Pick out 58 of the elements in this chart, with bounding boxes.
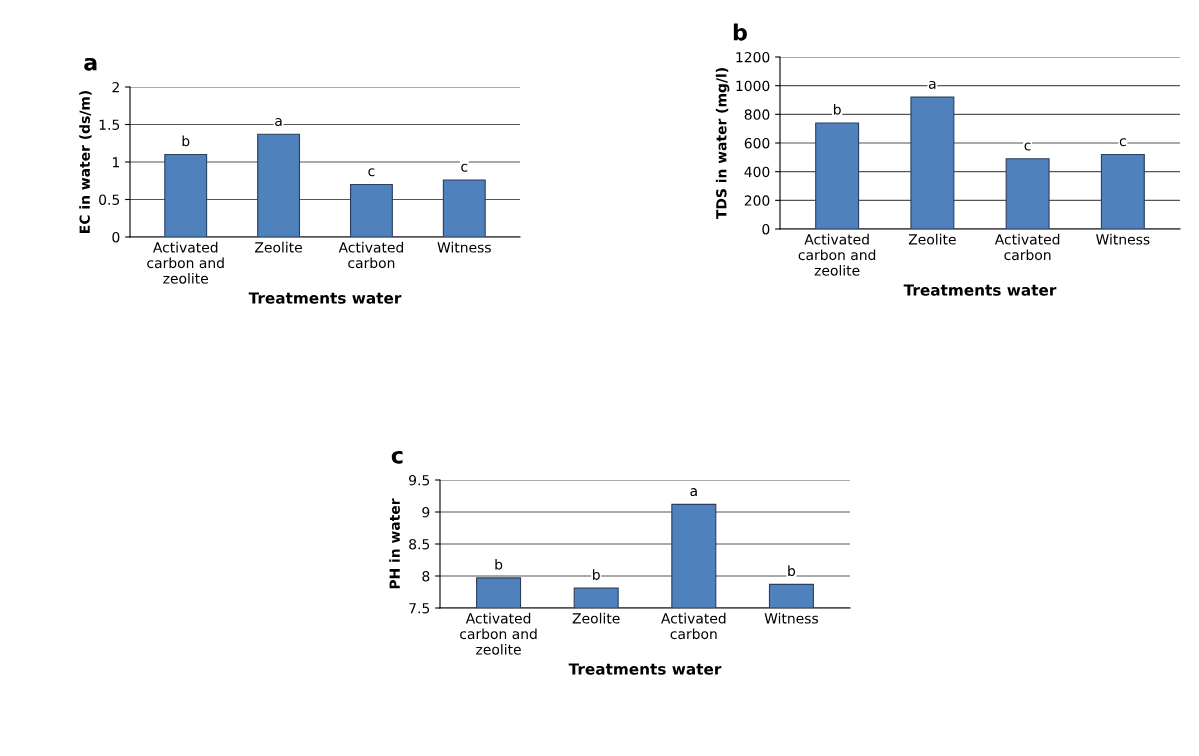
y-tick-label: 0.5 — [99, 194, 120, 205]
x-tick-label: Zeolite — [572, 612, 620, 624]
bar — [1100, 153, 1145, 229]
x-tick-label: Activated carbon and zeolite — [460, 612, 537, 655]
x-tick-label: Activated carbon — [661, 612, 726, 640]
y-tick-label: 0 — [112, 231, 120, 243]
y-tick-label: 1 — [112, 157, 119, 168]
chart-title: a — [84, 57, 97, 71]
bar — [815, 122, 860, 229]
annotation: b — [834, 103, 841, 115]
bar — [164, 153, 208, 237]
bar — [349, 183, 393, 237]
annotation: b — [495, 558, 503, 570]
annotation: c — [461, 163, 468, 172]
y-tick-label: 2 — [112, 81, 119, 93]
x-tick-label: Witness — [764, 612, 819, 624]
annotation: c — [1119, 138, 1126, 147]
x-tick-label: Zeolite — [908, 233, 956, 245]
y-tick-label: 9 — [422, 506, 430, 518]
y-tick-label: 1.5 — [99, 119, 120, 130]
y-tick-label: 600 — [744, 137, 770, 149]
y-axis-title: PH in water — [389, 498, 400, 589]
annotation: c — [1024, 142, 1031, 151]
x-axis-title: Treatments water — [248, 292, 402, 304]
y-tick-label: 400 — [744, 166, 770, 178]
bar — [910, 96, 955, 229]
bar — [1005, 158, 1050, 229]
annotation: b — [182, 135, 190, 147]
bar — [442, 179, 486, 237]
x-tick-label: Activated carbon and zeolite — [147, 241, 224, 284]
y-tick-label: 800 — [744, 109, 770, 120]
y-tick-label: 1200 — [736, 51, 770, 63]
x-tick-label: Witness — [437, 241, 491, 253]
y-tick-label: 9.5 — [409, 474, 430, 486]
chart-title: b — [733, 23, 747, 41]
x-tick-label: Activated carbon — [338, 241, 404, 269]
y-tick-label: 7.5 — [409, 603, 430, 614]
annotation: a — [690, 488, 697, 497]
y-tick-label: 8 — [422, 570, 430, 582]
y-axis-title: TDS in water (mg/l) — [715, 68, 730, 220]
annotation: a — [928, 80, 936, 89]
x-tick-label: Witness — [1096, 233, 1150, 245]
x-axis-title: Treatments water — [568, 663, 722, 675]
y-tick-label: 200 — [744, 195, 770, 206]
y-tick-label: 0 — [762, 223, 770, 235]
x-tick-label: Activated carbon and zeolite — [798, 233, 876, 276]
annotation: c — [368, 168, 375, 177]
annotation: a — [275, 118, 282, 126]
y-axis-title: EC in water (ds/m) — [79, 91, 92, 233]
y-tick-label: 8.5 — [409, 538, 430, 550]
x-tick-label: Activated carbon — [994, 233, 1060, 261]
bar — [257, 133, 301, 237]
x-tick-label: Zeolite — [255, 241, 302, 253]
chart-title: c — [391, 450, 403, 464]
x-axis-title: Treatments water — [903, 284, 1057, 296]
y-tick-label: 1000 — [736, 80, 770, 92]
annotation: b — [593, 569, 600, 580]
annotation: b — [788, 565, 796, 577]
